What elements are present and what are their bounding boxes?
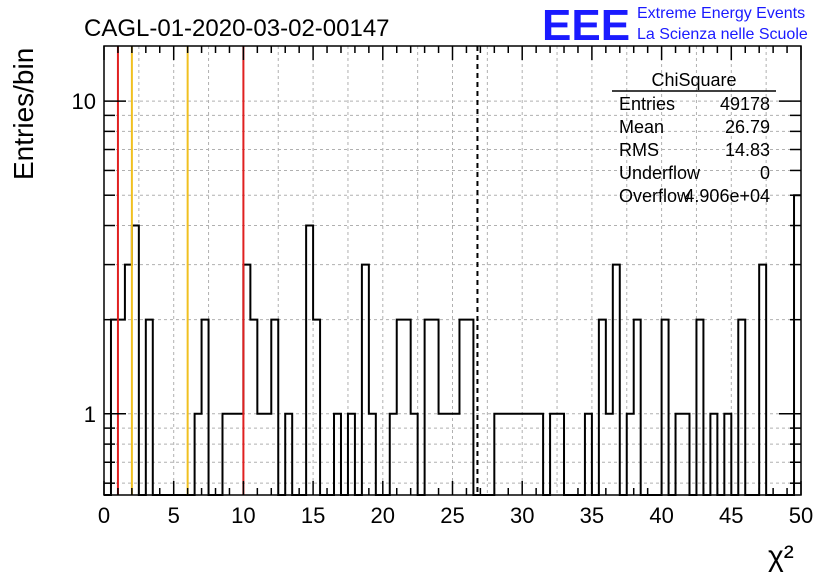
histogram-bin [627, 414, 634, 495]
histogram-bin [229, 414, 236, 495]
x-tick-label: 15 [301, 503, 325, 528]
stats-label: Overflow [619, 186, 691, 206]
x-tick-label: 5 [168, 503, 180, 528]
histogram-bin [759, 265, 766, 495]
stats-value: 4.906e+04 [684, 186, 770, 206]
logo-line-1: Extreme Energy Events [637, 5, 805, 22]
histogram-bin [313, 320, 320, 495]
histogram-bin [557, 414, 564, 495]
histogram-bin [683, 414, 690, 495]
histogram-bin [334, 414, 341, 495]
x-tick-label: 45 [719, 503, 743, 528]
histogram-bin [264, 414, 271, 495]
x-tick-label: 50 [789, 503, 813, 528]
x-tick-label: 0 [98, 503, 110, 528]
stats-value: 26.79 [725, 117, 770, 137]
histogram-bin [724, 414, 731, 495]
x-axis-label: χ² [768, 540, 794, 572]
stats-label: Entries [619, 94, 675, 114]
histogram-outline [104, 194, 801, 496]
histogram-bin [606, 414, 613, 495]
histogram-bin [202, 320, 209, 495]
histogram-bin [390, 414, 397, 495]
histogram-bin [599, 320, 606, 495]
stats-value: 0 [760, 163, 770, 183]
x-tick-label: 10 [231, 503, 255, 528]
stats-box: ChiSquare Entries 49178 Mean 26.79 RMS 14.83 U… [612, 70, 776, 206]
histogram-bin [738, 320, 745, 495]
histogram-bin [411, 414, 418, 495]
histogram-bin [710, 414, 717, 495]
histogram-layer [104, 194, 801, 496]
histogram-bin [453, 414, 460, 495]
histogram-bin [696, 320, 703, 495]
histogram-bin [613, 265, 620, 495]
axes: 0 5 10 15 20 25 30 35 40 45 50 1 10 [72, 46, 813, 528]
logo-line-2: La Scienza nelle Scuole [637, 26, 808, 43]
histogram-bin [236, 414, 243, 495]
x-tick-label: 20 [371, 503, 395, 528]
histogram-bin [432, 320, 439, 495]
histogram-bin [439, 414, 446, 495]
x-tick-label: 40 [649, 503, 673, 528]
histogram-bin [676, 414, 683, 495]
histogram-bin [222, 414, 229, 495]
histogram-bin [459, 320, 466, 495]
histogram-bin [146, 320, 153, 495]
histogram-bin [111, 320, 118, 495]
histogram-bin [397, 320, 404, 495]
stats-title: ChiSquare [651, 70, 736, 90]
histogram-bin [271, 320, 278, 495]
histogram-bin [243, 265, 250, 495]
histogram-bin [306, 226, 313, 495]
reference-lines [116, 46, 479, 495]
stats-label: RMS [619, 140, 659, 160]
histogram-bin [425, 320, 432, 495]
logo-mark: EEE [542, 1, 630, 50]
histogram-bin [536, 414, 543, 495]
eee-logo: EEE Extreme Energy Events La Scienza nel… [542, 1, 808, 50]
y-axis-label: Entries/bin [8, 48, 39, 180]
histogram-bin [466, 320, 473, 495]
x-tick-label: 25 [440, 503, 464, 528]
histogram-bin [250, 320, 257, 495]
histogram-bin [794, 195, 801, 495]
histogram-bin [369, 414, 376, 495]
histogram-bin [285, 414, 292, 495]
histogram-bin [118, 320, 125, 495]
histogram-bin [494, 414, 501, 495]
histogram-bin [522, 414, 529, 495]
stats-label: Mean [619, 117, 664, 137]
chart-title: CAGL-01-2020-03-02-00147 [84, 15, 390, 42]
histogram-bin [195, 414, 202, 495]
y-tick-label: 10 [72, 89, 96, 114]
histogram-bin [132, 226, 139, 495]
histogram-bin [585, 414, 592, 495]
histogram-bin [550, 414, 557, 495]
histogram-bin [404, 320, 411, 495]
histogram-bin [501, 414, 508, 495]
histogram-bin [348, 414, 355, 495]
histogram-bin [508, 414, 515, 495]
stats-value: 14.83 [725, 140, 770, 160]
histogram-bin [257, 414, 264, 495]
histogram-bin [634, 320, 641, 495]
histogram-bin [515, 414, 522, 495]
histogram-bin [362, 265, 369, 495]
y-tick-label: 1 [84, 402, 96, 427]
histogram-bin [446, 414, 453, 495]
histogram-bin [662, 320, 669, 495]
stats-value: 49178 [720, 94, 770, 114]
x-tick-label: 30 [510, 503, 534, 528]
x-tick-label: 35 [580, 503, 604, 528]
stats-label: Underflow [619, 163, 701, 183]
histogram-bin [529, 414, 536, 495]
histogram-bin [125, 265, 132, 495]
